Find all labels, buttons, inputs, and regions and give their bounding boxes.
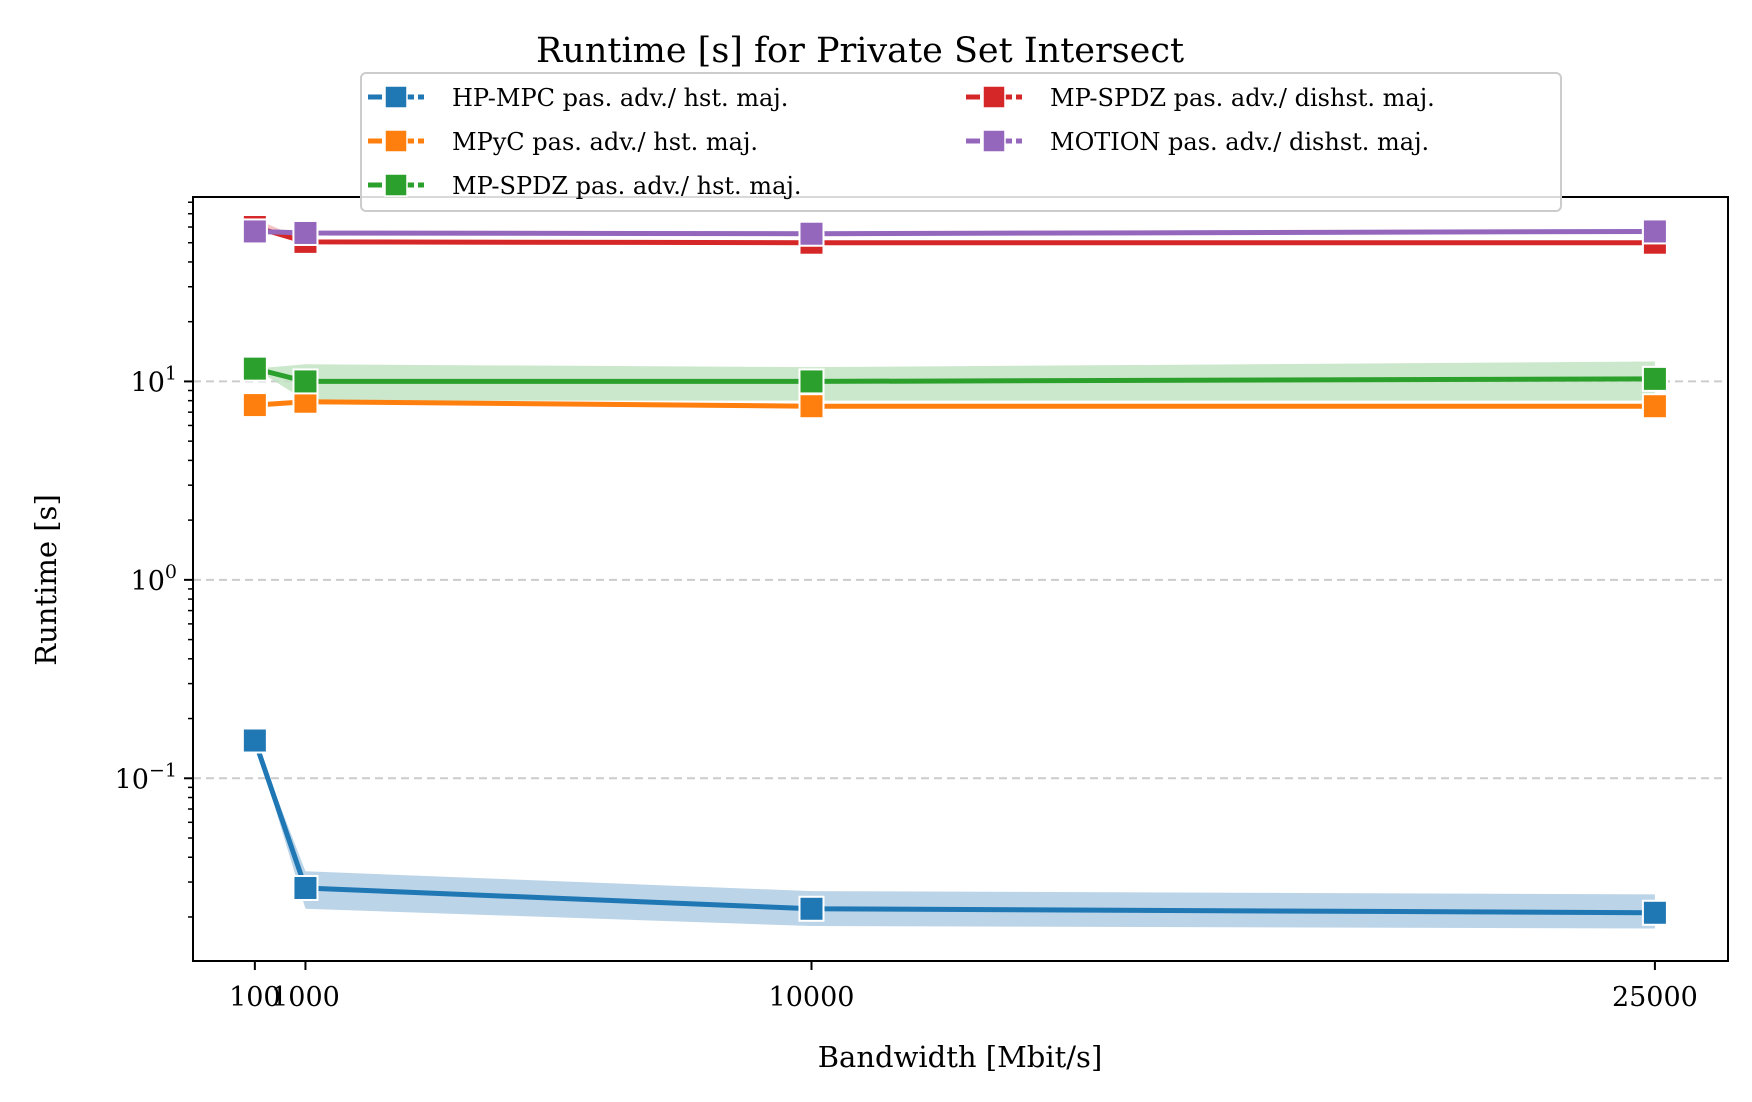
legend: HP-MPC pas. adv./ hst. maj. MPyC pas. adv… (360, 72, 1562, 212)
data-point (292, 874, 319, 901)
data-point (1641, 899, 1668, 926)
data-point (1641, 365, 1668, 392)
data-point (798, 220, 825, 247)
series-markers (241, 214, 1668, 926)
series-line (254, 366, 1655, 384)
data-point (241, 218, 268, 245)
data-point (241, 727, 268, 754)
series-line (252, 739, 1655, 916)
series-line (254, 228, 1655, 237)
data-point (292, 219, 319, 246)
legend-swatch-marker (384, 85, 408, 109)
legend-label: HP-MPC pas. adv./ hst. maj. (452, 84, 788, 112)
error-bands (254, 218, 1655, 929)
x-tick-label: 1000 (271, 982, 340, 1013)
data-point (1641, 218, 1668, 245)
data-point (798, 393, 825, 420)
legend-swatch-marker (982, 85, 1006, 109)
y-axis-ticks: 10−1 100 101 (115, 201, 193, 918)
legend-label: MP-SPDZ pas. adv./ dishst. maj. (1050, 84, 1435, 112)
y-tick-label: 101 (131, 362, 177, 398)
series-line (254, 399, 1655, 409)
error-band (254, 740, 1655, 929)
data-point (241, 392, 268, 419)
data-point (798, 895, 825, 922)
data-point (798, 368, 825, 395)
data-point (1641, 393, 1668, 420)
chart-title: Runtime [s] for Private Set Intersect (536, 31, 1184, 71)
series-lines (252, 224, 1655, 916)
legend-swatch-marker (982, 129, 1006, 153)
legend-swatch-marker (384, 173, 408, 197)
legend-swatch-marker (384, 129, 408, 153)
x-axis-label: Bandwidth [Mbit/s] (818, 1040, 1103, 1074)
legend-label: MOTION pas. adv./ dishst. maj. (1050, 128, 1429, 156)
legend-label: MPyC pas. adv./ hst. maj. (452, 128, 758, 156)
data-point (292, 368, 319, 395)
legend-label: MP-SPDZ pas. adv./ hst. maj. (452, 172, 801, 200)
x-tick-label: 100 (229, 982, 281, 1013)
legend-box (360, 72, 1562, 212)
y-axis-label: Runtime [s] (29, 494, 63, 666)
x-tick-label: 25000 (1612, 982, 1698, 1013)
x-tick-label: 10000 (769, 982, 855, 1013)
y-tick-label: 100 (131, 561, 177, 597)
data-point (241, 355, 268, 382)
y-tick-label: 10−1 (115, 759, 177, 795)
grid-lines (193, 380, 1728, 780)
